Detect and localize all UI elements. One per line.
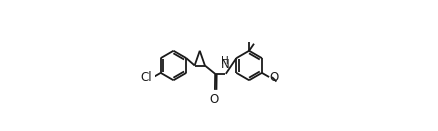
Text: N: N bbox=[221, 58, 230, 71]
Text: O: O bbox=[210, 93, 219, 106]
Text: O: O bbox=[270, 70, 279, 84]
Text: Cl: Cl bbox=[140, 71, 152, 84]
Text: H: H bbox=[221, 56, 229, 66]
